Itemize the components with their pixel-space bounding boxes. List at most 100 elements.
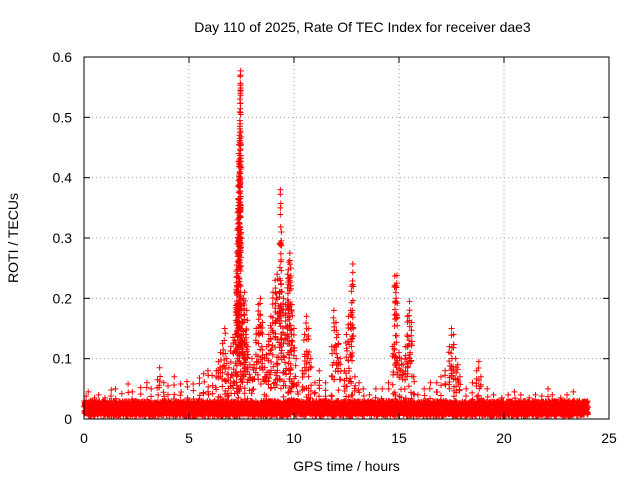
data-point [246, 371, 253, 378]
data-point [161, 393, 168, 400]
data-point [269, 351, 276, 358]
data-point [237, 92, 244, 99]
data-point [257, 300, 264, 307]
data-point [265, 331, 272, 338]
data-point [112, 385, 119, 392]
data-point [266, 375, 273, 382]
data-point [165, 382, 171, 389]
x-axis-label: GPS time / hours [293, 458, 400, 474]
data-point [267, 371, 274, 378]
data-point [237, 283, 244, 290]
data-point [102, 394, 108, 401]
grid-lines [84, 57, 609, 419]
data-point [237, 313, 244, 320]
data-point [258, 363, 265, 370]
data-point [156, 382, 163, 389]
data-point [268, 359, 275, 366]
data-point [272, 277, 279, 284]
data-point [237, 202, 244, 209]
data-point [237, 109, 244, 116]
data-point [190, 381, 197, 388]
data-point [237, 295, 244, 302]
data-point [265, 378, 272, 385]
data-point [221, 337, 228, 344]
data-point [263, 351, 270, 358]
data-point [205, 391, 212, 398]
data-point [236, 169, 243, 176]
data-point [272, 305, 279, 312]
chart-title: Day 110 of 2025, Rate Of TEC Index for r… [194, 19, 531, 35]
data-point [274, 361, 281, 368]
data-points [81, 67, 591, 419]
data-point [212, 384, 219, 391]
data-point [196, 374, 203, 381]
data-point [148, 385, 155, 392]
data-point [241, 396, 248, 403]
data-point [237, 174, 244, 181]
data-point [232, 369, 239, 376]
data-point [241, 316, 248, 323]
data-point [241, 311, 248, 318]
data-point [209, 372, 216, 379]
data-point [222, 330, 229, 337]
data-point [241, 385, 248, 392]
data-point [270, 380, 277, 387]
data-point [217, 394, 224, 401]
data-point [267, 385, 274, 392]
data-point [209, 390, 216, 397]
data-point [95, 391, 102, 398]
y-axis-label: ROTI / TECUs [5, 193, 21, 283]
data-point [160, 389, 167, 396]
data-point [584, 411, 591, 418]
data-point [235, 225, 242, 232]
data-point [235, 314, 242, 321]
data-point [255, 307, 262, 314]
data-point [108, 387, 115, 394]
data-point [236, 278, 243, 285]
data-point [137, 384, 144, 391]
data-point [259, 352, 266, 359]
data-point [237, 234, 244, 241]
data-point [155, 391, 162, 398]
data-point [160, 379, 167, 386]
data-point [249, 355, 255, 362]
data-point [229, 372, 236, 379]
data-point [244, 348, 251, 355]
data-point [177, 392, 184, 399]
data-point [267, 347, 274, 354]
data-point [225, 364, 232, 371]
data-point [253, 339, 260, 346]
data-point [244, 366, 251, 373]
data-point [164, 391, 171, 398]
data-point [238, 133, 245, 140]
data-point [85, 388, 92, 395]
data-point [244, 395, 251, 402]
data-point [200, 390, 207, 397]
data-point [243, 327, 250, 334]
data-point [241, 289, 248, 296]
data-point [236, 125, 243, 132]
data-point [125, 389, 132, 396]
data-point [184, 383, 191, 390]
data-point [233, 370, 240, 377]
data-point [91, 394, 98, 401]
data-point [129, 396, 136, 403]
data-point [274, 271, 281, 278]
data-point [200, 370, 207, 377]
data-point [259, 319, 266, 326]
data-point [217, 349, 224, 356]
data-point [237, 244, 244, 251]
data-point [269, 301, 276, 308]
data-point [237, 360, 244, 367]
data-point [263, 393, 270, 400]
data-point [244, 343, 251, 350]
data-point [237, 368, 244, 375]
data-point [237, 195, 244, 202]
data-point [196, 396, 203, 403]
data-point [237, 383, 244, 390]
data-point [265, 357, 272, 364]
data-point [227, 358, 234, 365]
data-point [257, 380, 264, 387]
data-point [223, 360, 230, 367]
